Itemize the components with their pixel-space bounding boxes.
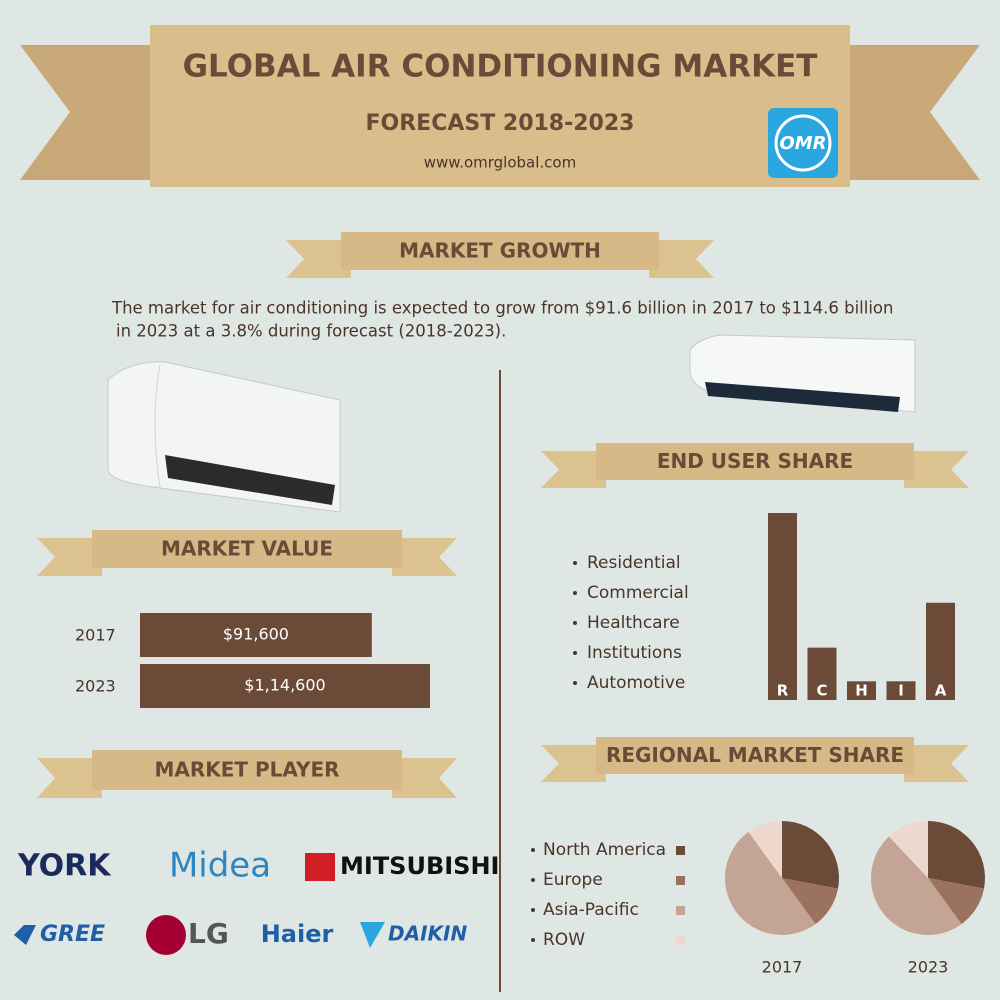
- bar: [886, 681, 916, 700]
- category-label: Residential: [587, 553, 681, 573]
- bullet: [531, 908, 535, 912]
- legend-swatch: [676, 906, 685, 915]
- value-label: $91,600: [223, 625, 289, 644]
- bullet: [573, 651, 577, 655]
- logo-box: [768, 108, 838, 178]
- ribbon-tail: [541, 451, 606, 488]
- pie-slice: [888, 821, 928, 878]
- logo-ring: [774, 114, 832, 172]
- pie-label: 2023: [908, 958, 949, 977]
- ac-image: [107, 361, 341, 513]
- bar-letter: H: [855, 682, 868, 700]
- bar: [807, 647, 837, 700]
- pie-label: 2017: [762, 958, 803, 977]
- pie-slice: [782, 821, 839, 889]
- player-logo: MITSUBISHI: [340, 852, 499, 880]
- ribbon-tail: [392, 538, 457, 576]
- growth-text: The market for air conditioning is expec…: [111, 299, 893, 318]
- ribbon-tail: [649, 240, 714, 278]
- bar-letter: C: [816, 682, 827, 700]
- logo: OMR: [779, 133, 826, 154]
- bullet: [531, 878, 535, 882]
- legend-swatch: [676, 876, 685, 885]
- ribbon-tail: [286, 240, 351, 278]
- lg-mark: [146, 915, 186, 955]
- ribbon-tail: [541, 745, 606, 782]
- category-label: Commercial: [587, 583, 689, 603]
- bar: [926, 602, 955, 700]
- bar: [768, 513, 797, 700]
- bullet: [573, 621, 577, 625]
- ribbon: [596, 443, 914, 480]
- section-heading: MARKET PLAYER: [154, 758, 339, 782]
- url: www.omrglobal.com: [424, 154, 576, 172]
- section-heading: MARKET GROWTH: [399, 239, 601, 263]
- category-label: 2017: [75, 626, 116, 645]
- player-logo: Midea: [169, 846, 271, 886]
- legend-swatch: [676, 936, 685, 945]
- title: GLOBAL AIR CONDITIONING MARKET: [183, 49, 818, 85]
- legend-swatch: [676, 846, 685, 855]
- bullet: [573, 591, 577, 595]
- player-logo: DAIKIN: [388, 922, 467, 946]
- pie-slice: [928, 821, 985, 889]
- legend-label: North America: [543, 840, 666, 860]
- legend-label: Asia-Pacific: [543, 900, 639, 920]
- ribbon: [596, 737, 914, 774]
- ribbon: [341, 232, 659, 270]
- growth-text: in 2023 at a 3.8% during forecast (2018-…: [116, 322, 506, 341]
- ribbon-tail: [37, 538, 102, 576]
- daikin-mark: [360, 922, 385, 948]
- pie-slice: [782, 878, 838, 925]
- ribbon-tail: [904, 451, 969, 488]
- subtitle: FORECAST 2018-2023: [366, 111, 635, 136]
- pie-slice: [748, 821, 782, 878]
- ribbon: [92, 530, 402, 568]
- bullet: [531, 848, 535, 852]
- player-logo: GREE: [40, 922, 105, 947]
- pie-slice: [725, 831, 816, 935]
- mitsubishi-mark: [305, 853, 335, 881]
- player-logo: YORK: [17, 849, 112, 884]
- ac-image: [689, 334, 916, 413]
- bullet: [531, 938, 535, 942]
- bar: [140, 613, 372, 657]
- player-logo: Haier: [261, 920, 334, 948]
- bar-letter: R: [777, 682, 789, 700]
- banner-tail: [20, 45, 190, 180]
- ribbon-tail: [904, 745, 969, 782]
- value-label: $1,14,600: [244, 676, 325, 695]
- bullet: [573, 681, 577, 685]
- gree-mark: [14, 925, 36, 945]
- banner-tail: [810, 45, 980, 180]
- section-heading: REGIONAL MARKET SHARE: [606, 743, 904, 767]
- category-label: Institutions: [587, 643, 682, 663]
- legend-label: Europe: [543, 870, 603, 890]
- pie-slice: [928, 878, 984, 925]
- ribbon: [92, 750, 402, 790]
- ribbon-tail: [37, 758, 102, 798]
- pie-slice: [871, 836, 962, 936]
- bar-letter: A: [935, 682, 947, 700]
- ribbon-tail: [392, 758, 457, 798]
- player-logo: LG: [188, 917, 229, 950]
- section-heading: END USER SHARE: [657, 449, 853, 473]
- bar: [140, 664, 430, 708]
- category-label: 2023: [75, 677, 116, 696]
- bar-letter: I: [898, 682, 904, 700]
- bullet: [573, 561, 577, 565]
- category-label: Healthcare: [587, 613, 680, 633]
- legend-label: ROW: [543, 930, 585, 950]
- bar: [847, 681, 876, 700]
- section-heading: MARKET VALUE: [161, 537, 333, 561]
- category-label: Automotive: [587, 673, 685, 693]
- banner: [150, 25, 850, 187]
